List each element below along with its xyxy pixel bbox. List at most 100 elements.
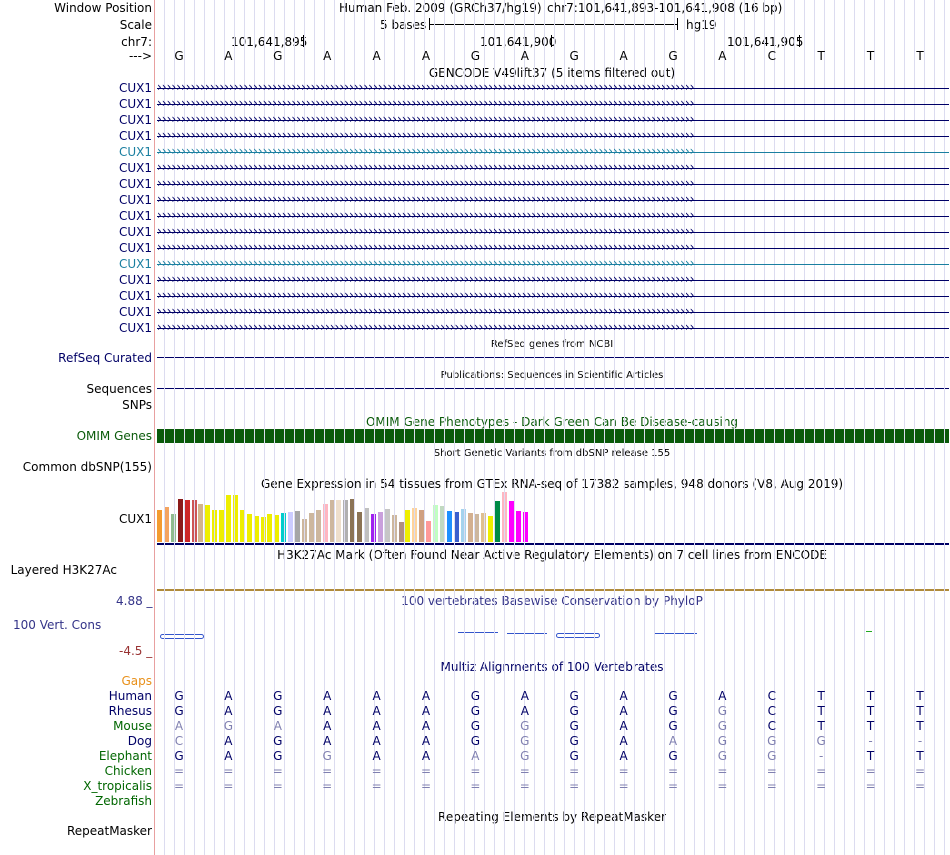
refseq-label[interactable]: RefSeq Curated <box>58 351 152 365</box>
phylop-signal <box>507 633 547 634</box>
gtex-tissue-bar[interactable] <box>157 509 162 542</box>
gtex-tissue-bar[interactable] <box>253 516 259 542</box>
gtex-tissue-bar[interactable] <box>426 521 432 542</box>
gencode-gene-label[interactable]: CUX1 <box>118 145 152 159</box>
gtex-tissue-bar[interactable] <box>198 503 204 542</box>
gtex-tissue-bar[interactable] <box>315 509 321 542</box>
snps-label[interactable]: SNPs <box>122 398 152 412</box>
gtex-tissue-bar[interactable] <box>357 512 363 542</box>
gtex-tissue-bar[interactable] <box>177 499 183 542</box>
omim-label[interactable]: OMIM Genes <box>76 429 152 443</box>
gtex-tissue-bar[interactable] <box>288 511 294 542</box>
gtex-tissue-bar[interactable] <box>295 510 300 542</box>
multiz-species-label[interactable]: Human <box>108 689 152 703</box>
gtex-tissue-bar[interactable] <box>260 517 266 542</box>
gencode-gene-label[interactable]: CUX1 <box>118 241 152 255</box>
gencode-gene-label[interactable]: CUX1 <box>118 289 152 303</box>
gtex-tissue-bar[interactable] <box>274 515 280 542</box>
gencode-gene-label[interactable]: CUX1 <box>118 129 152 143</box>
gtex-tissue-bar[interactable] <box>515 510 521 542</box>
multiz-species-label[interactable]: Mouse <box>113 719 152 733</box>
gencode-transcript-line[interactable] <box>157 120 949 121</box>
gtex-tissue-bar[interactable] <box>281 513 287 542</box>
gtex-tissue-bar[interactable] <box>405 509 411 542</box>
gencode-transcript-line[interactable] <box>157 216 949 217</box>
gencode-transcript-line[interactable] <box>157 264 949 265</box>
gencode-gene-label[interactable]: CUX1 <box>118 273 152 287</box>
gtex-tissue-bar[interactable] <box>384 509 390 542</box>
gencode-gene-label[interactable]: CUX1 <box>118 225 152 239</box>
gtex-tissue-bar[interactable] <box>398 522 404 542</box>
gencode-gene-label[interactable]: CUX1 <box>118 81 152 95</box>
gtex-tissue-bar[interactable] <box>453 511 459 542</box>
gencode-transcript-line[interactable] <box>157 88 949 89</box>
gencode-transcript-line[interactable] <box>157 312 949 313</box>
gtex-tissue-bar[interactable] <box>170 513 176 542</box>
gencode-gene-label[interactable]: CUX1 <box>118 177 152 191</box>
gtex-tissue-bar[interactable] <box>495 501 501 542</box>
gtex-tissue-bar[interactable] <box>377 511 383 542</box>
multiz-base: A <box>372 689 381 703</box>
gtex-tissue-bar[interactable] <box>163 506 169 542</box>
gencode-gene-label[interactable]: CUX1 <box>118 209 152 223</box>
gtex-tissue-bar[interactable] <box>336 499 342 542</box>
gtex-tissue-bar[interactable] <box>322 503 328 542</box>
multiz-species-label[interactable]: Elephant <box>98 749 152 763</box>
gencode-transcript-line[interactable] <box>157 280 949 281</box>
repeatmasker-label[interactable]: RepeatMasker <box>66 824 152 838</box>
gtex-tissue-bar[interactable] <box>481 512 487 542</box>
gencode-gene-label[interactable]: CUX1 <box>118 257 152 271</box>
gencode-transcript-line[interactable] <box>157 168 949 169</box>
gencode-gene-label[interactable]: CUX1 <box>118 321 152 335</box>
gtex-tissue-bar[interactable] <box>439 505 445 542</box>
gtex-tissue-bar[interactable] <box>364 508 369 542</box>
gencode-transcript-line[interactable] <box>157 200 949 201</box>
gtex-tissue-bar[interactable] <box>308 512 314 542</box>
gtex-tissue-bar[interactable] <box>350 499 356 542</box>
gtex-tissue-bar[interactable] <box>184 499 190 542</box>
h3k27ac-label[interactable]: Layered H3K27Ac <box>10 563 117 577</box>
gtex-tissue-bar[interactable] <box>232 495 238 542</box>
gencode-gene-label[interactable]: CUX1 <box>118 113 152 127</box>
gtex-tissue-bar[interactable] <box>239 509 245 542</box>
gtex-tissue-bar[interactable] <box>226 494 231 542</box>
gtex-tissue-bar[interactable] <box>467 512 473 542</box>
gtex-tissue-bar[interactable] <box>267 514 273 542</box>
gtex-tissue-bar[interactable] <box>343 500 349 542</box>
phylop-label[interactable]: 100 Vert. Cons <box>13 618 102 632</box>
gtex-tissue-bar[interactable] <box>370 513 376 542</box>
multiz-species-label[interactable]: Chicken <box>104 764 152 778</box>
gtex-tissue-bar[interactable] <box>522 511 528 542</box>
gencode-transcript-line[interactable] <box>157 152 949 153</box>
gencode-gene-label[interactable]: CUX1 <box>118 161 152 175</box>
gencode-transcript-line[interactable] <box>157 248 949 249</box>
publications-label[interactable]: Sequences <box>86 382 152 396</box>
gencode-gene-label[interactable]: CUX1 <box>118 97 152 111</box>
gtex-tissue-bar[interactable] <box>246 514 252 542</box>
multiz-species-label[interactable]: Dog <box>127 734 152 748</box>
dbsnp-label[interactable]: Common dbSNP(155) <box>22 460 152 474</box>
gencode-transcript-line[interactable] <box>157 184 949 185</box>
gtex-tissue-bar[interactable] <box>508 501 514 542</box>
gtex-tissue-bar[interactable] <box>219 509 225 542</box>
multiz-species-label[interactable]: X_tropicalis <box>83 779 152 793</box>
multiz-species-label[interactable]: Rhesus <box>108 704 152 718</box>
gencode-transcript-line[interactable] <box>157 232 949 233</box>
gtex-tissue-bar[interactable] <box>460 508 466 542</box>
gtex-tissue-bar[interactable] <box>488 516 494 542</box>
gtex-tissue-bar[interactable] <box>329 500 335 542</box>
gencode-gene-label[interactable]: CUX1 <box>118 305 152 319</box>
gencode-transcript-line[interactable] <box>157 104 949 105</box>
gtex-tissue-bar[interactable] <box>474 514 480 542</box>
gencode-transcript-line[interactable] <box>157 296 949 297</box>
gtex-tissue-bar[interactable] <box>433 505 438 542</box>
gtex-tissue-bar[interactable] <box>205 505 211 542</box>
gencode-transcript-line[interactable] <box>157 136 949 137</box>
omim-bar[interactable] <box>157 429 949 443</box>
multiz-species-label[interactable]: Zebrafish <box>95 794 152 808</box>
gtex-label[interactable]: CUX1 <box>118 512 152 526</box>
gtex-tissue-bar[interactable] <box>446 510 452 542</box>
gencode-transcript-line[interactable] <box>157 328 949 329</box>
gtex-tissue-bar[interactable] <box>419 509 425 542</box>
gencode-gene-label[interactable]: CUX1 <box>118 193 152 207</box>
